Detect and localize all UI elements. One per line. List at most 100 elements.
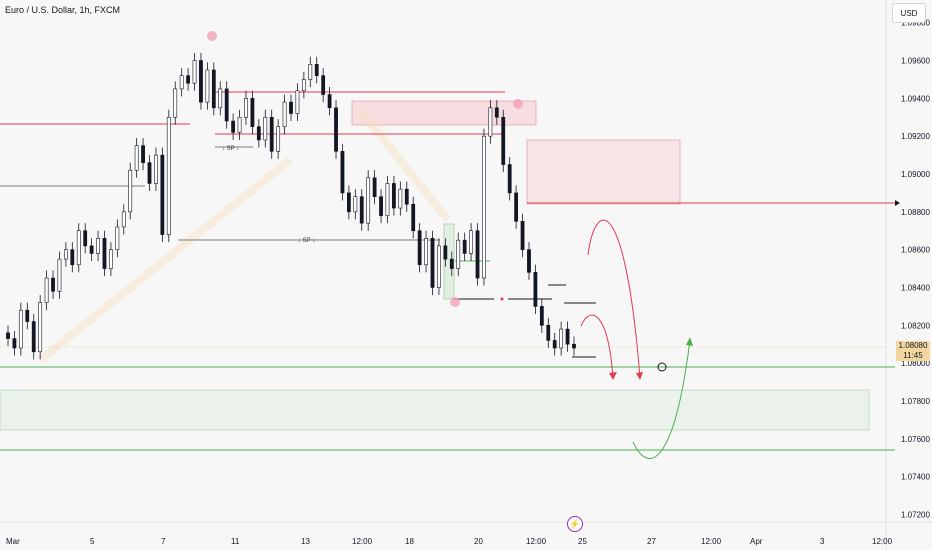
- lightning-icon[interactable]: ⚡: [567, 516, 583, 532]
- candle-body: [211, 69, 216, 109]
- x-tick-label: Mar: [6, 537, 20, 546]
- candle-body: [6, 332, 10, 339]
- candle-body: [314, 64, 319, 76]
- candle-body: [102, 238, 107, 269]
- trend-band-2: [356, 107, 452, 223]
- candle-body: [44, 277, 49, 303]
- candle-body: [572, 343, 576, 349]
- y-tick-label: 1.07200: [901, 510, 930, 519]
- candle-body: [276, 126, 281, 152]
- candle-body: [334, 107, 338, 152]
- level-arrow-marker: [895, 200, 900, 206]
- y-tick-label: 1.09000: [901, 170, 930, 179]
- candle-body: [392, 183, 396, 209]
- candle-body: [321, 75, 326, 95]
- candle-body: [63, 249, 68, 260]
- x-tick-label: 12:00: [526, 537, 547, 546]
- current-price-tag: 1.08080 11:45: [896, 341, 930, 361]
- candle-body: [449, 258, 454, 269]
- currency-button[interactable]: USD: [892, 3, 926, 23]
- candle-body: [89, 245, 94, 254]
- candle-body: [469, 230, 473, 254]
- candle-body: [327, 94, 332, 109]
- candle-body: [160, 154, 165, 235]
- candle-body: [295, 90, 300, 114]
- candle-body: [109, 249, 113, 269]
- candle-body: [443, 245, 448, 260]
- x-tick-label: 25: [578, 537, 587, 546]
- y-tick-label: 1.08400: [901, 283, 930, 292]
- x-tick-label: 3: [820, 537, 825, 546]
- candle-body: [379, 196, 383, 216]
- y-tick-label: 1.09200: [901, 132, 930, 141]
- candle-body: [147, 162, 152, 184]
- candle-body: [25, 309, 30, 322]
- supply-zone-upper: [351, 100, 537, 126]
- candle-body: [539, 306, 544, 326]
- candle-body: [456, 239, 461, 269]
- candle-body: [96, 238, 100, 254]
- supply-zone-right: [526, 139, 681, 205]
- candle-body: [559, 328, 564, 349]
- candle-body: [218, 88, 223, 109]
- candle-body: [404, 188, 409, 205]
- candle-body: [237, 116, 242, 133]
- demand-zone-small: [443, 223, 455, 300]
- candle-body: [128, 169, 133, 213]
- y-tick-label: 1.09400: [901, 94, 930, 103]
- x-tick-label: 11: [231, 537, 240, 546]
- y-axis: 1.09800 1.09600 1.09400 1.09200 1.09000 1.088…: [901, 19, 930, 520]
- candle-body: [514, 192, 519, 222]
- chart-title: Euro / U.S. Dollar, 1h, FXCM: [5, 5, 121, 15]
- projection-arrow-down-1: [587, 219, 641, 379]
- candle-body: [199, 60, 203, 103]
- candle-body: [57, 258, 62, 292]
- x-tick-label: 12:00: [352, 537, 373, 546]
- x-tick-label: 20: [474, 537, 483, 546]
- y-tick-label: 1.09600: [901, 57, 930, 66]
- x-tick-label: 13: [301, 537, 310, 546]
- sp-label-2: ↓ SP ↓: [298, 238, 315, 244]
- x-tick-label: Apr: [750, 537, 763, 546]
- candle-body: [398, 188, 403, 209]
- swing-high-marker-2: [513, 99, 523, 109]
- current-price-value: 1.08080: [898, 341, 928, 350]
- candle-body: [83, 230, 88, 247]
- candle-body: [38, 302, 43, 353]
- y-tick-label: 1.08600: [901, 246, 930, 255]
- candle-body: [501, 116, 506, 165]
- candle-body: [186, 75, 190, 84]
- candle-body: [51, 277, 55, 292]
- x-tick-label: 7: [161, 537, 166, 546]
- candle-body: [346, 192, 351, 213]
- candle-body: [179, 75, 184, 90]
- candle-body: [552, 340, 557, 349]
- candle-body: [462, 239, 467, 254]
- candle-body: [115, 226, 120, 250]
- candle-body: [76, 230, 81, 266]
- candle-body: [430, 238, 435, 288]
- candle-body: [141, 145, 145, 163]
- y-tick-label: 1.08200: [901, 321, 930, 330]
- y-tick-label: 1.08000: [901, 359, 930, 368]
- candle-body: [565, 328, 570, 345]
- x-tick-label: 12:00: [872, 537, 893, 546]
- candle-body: [424, 238, 428, 266]
- candle-body: [411, 203, 416, 232]
- candle-body: [520, 220, 525, 250]
- candle-body: [12, 338, 17, 349]
- x-tick-label: 27: [647, 537, 656, 546]
- x-tick-label: 18: [405, 537, 414, 546]
- candle-body: [507, 164, 512, 194]
- bar-countdown: 11:45: [903, 351, 923, 360]
- projection-arrow-up-head: [686, 337, 693, 346]
- swing-high-marker-1: [207, 31, 217, 41]
- x-tick-label: 5: [90, 537, 95, 546]
- y-tick-label: 1.07600: [901, 435, 930, 444]
- candle-body: [372, 177, 377, 197]
- candle-body: [269, 116, 274, 152]
- candle-body: [340, 151, 345, 194]
- candle-body: [385, 183, 390, 216]
